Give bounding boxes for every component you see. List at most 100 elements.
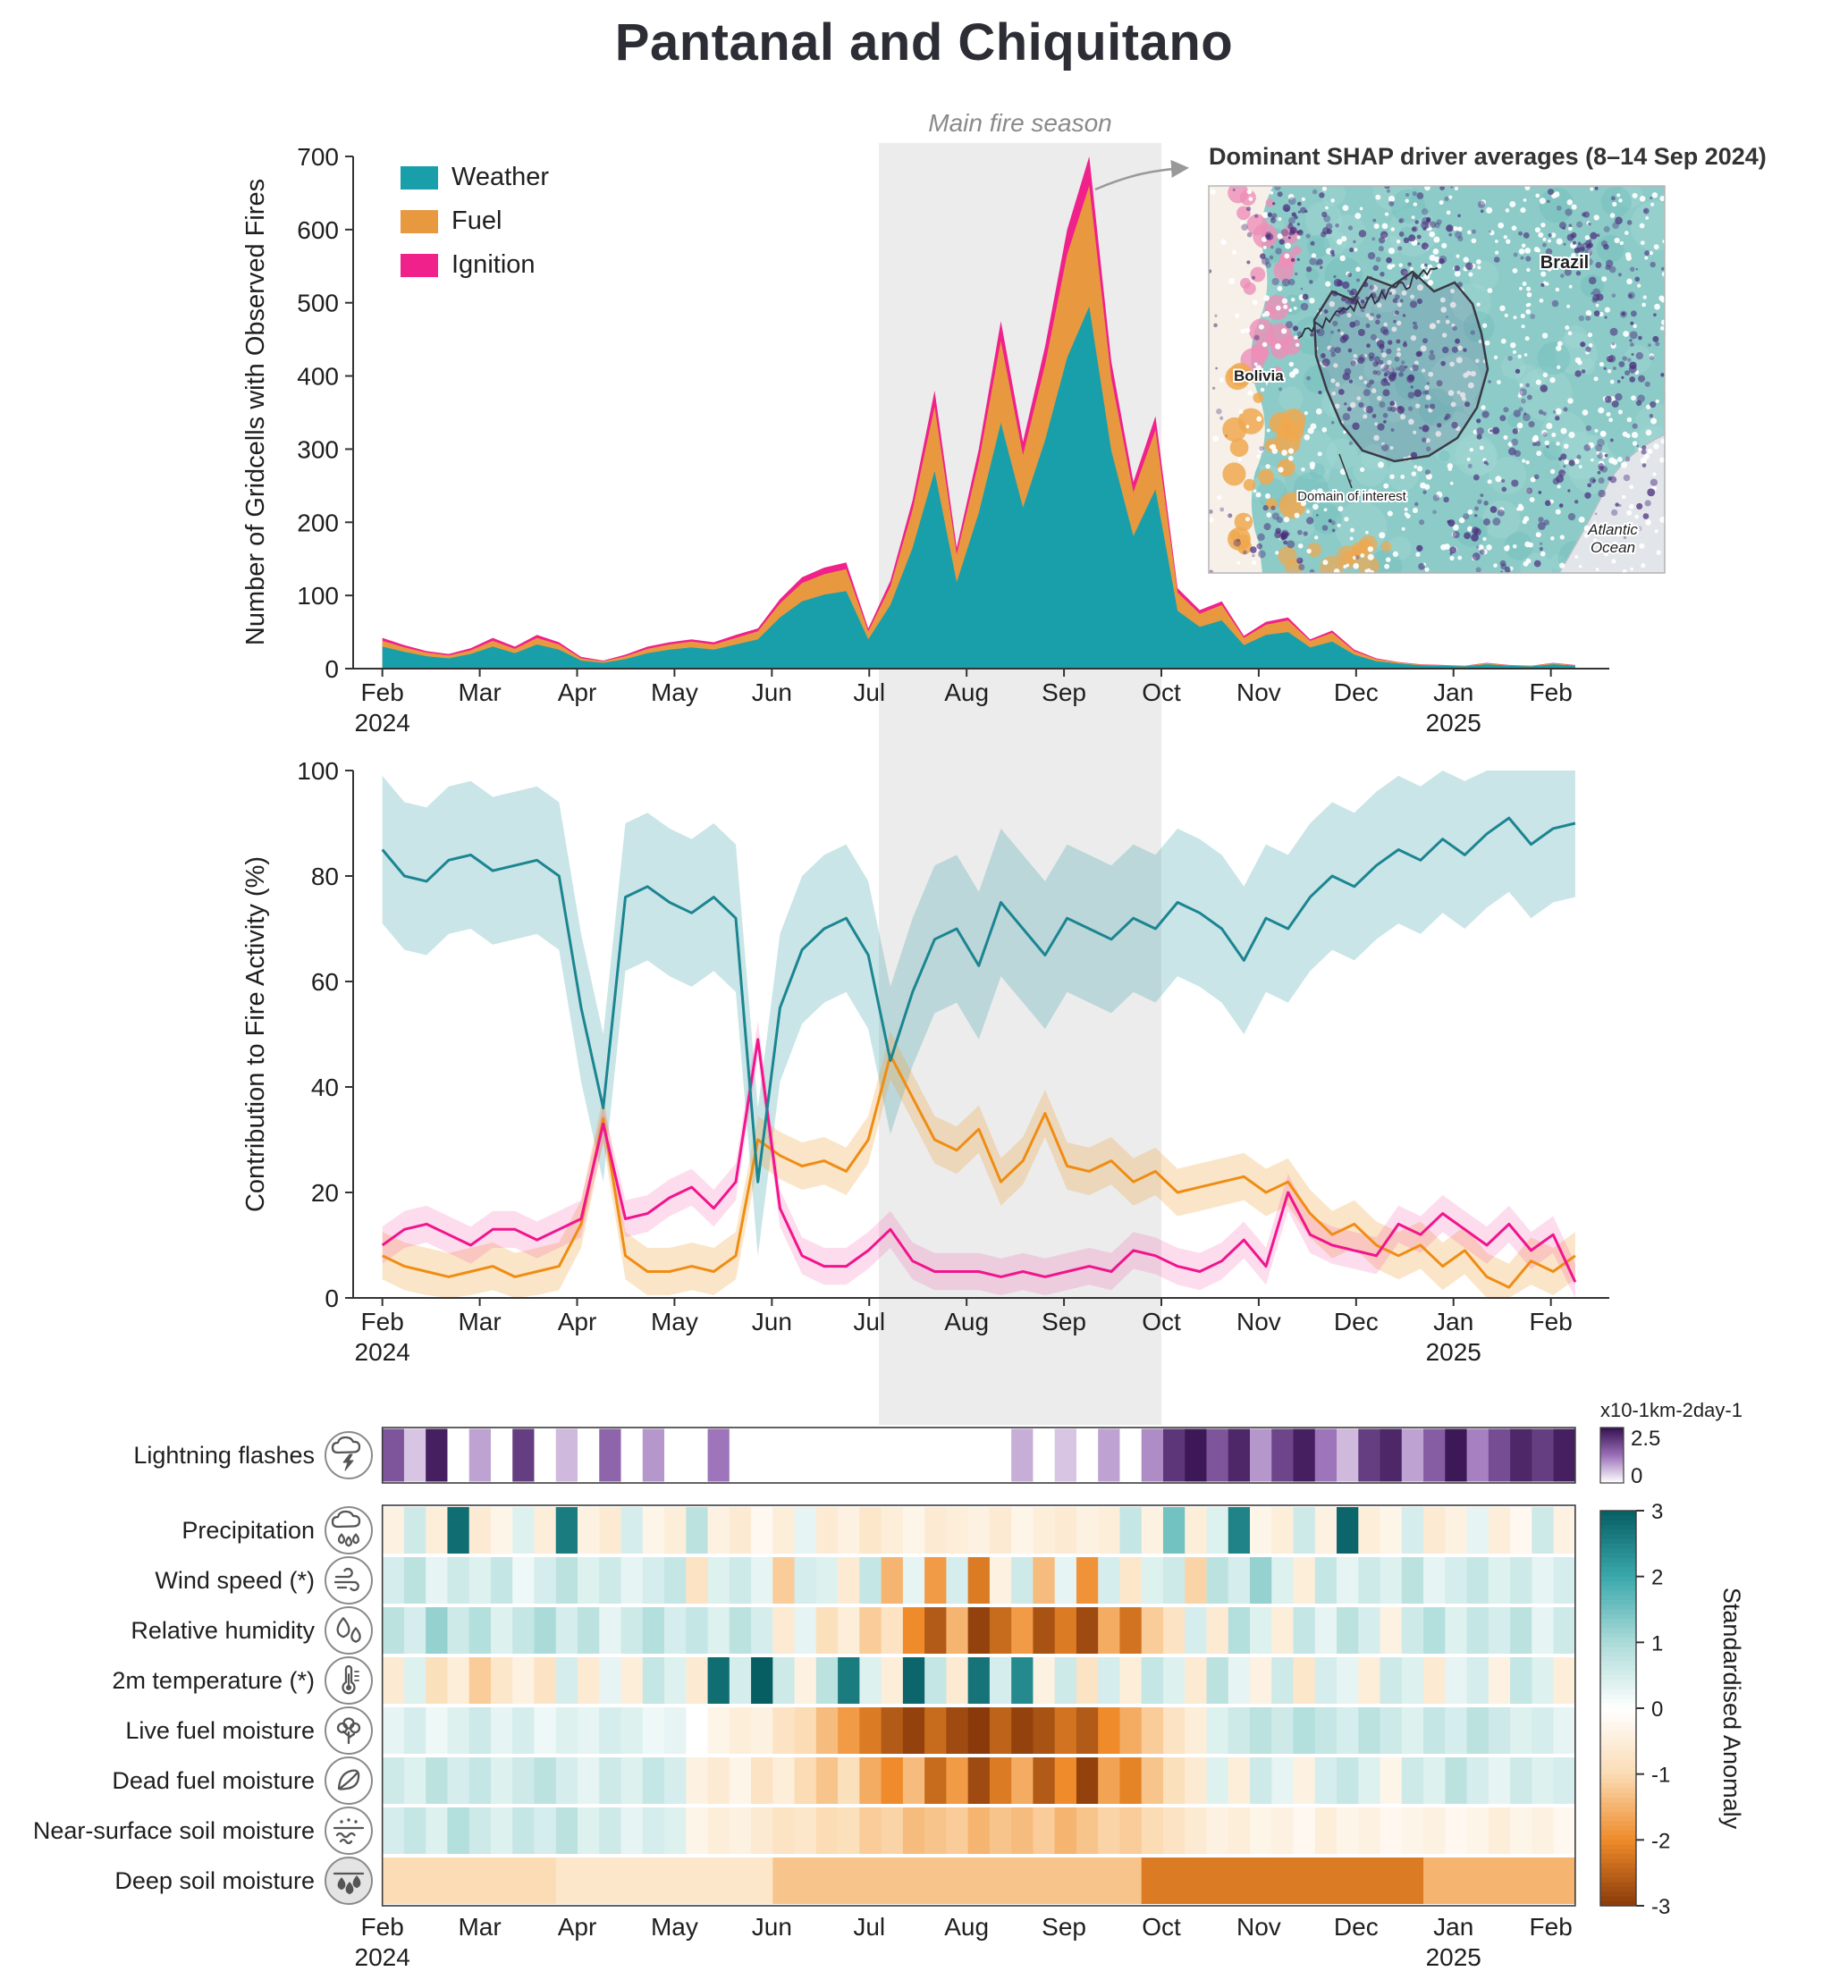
heatmap-cell (1119, 1807, 1143, 1854)
heatmap-cell (534, 1428, 557, 1482)
heatmap-cell (642, 1607, 665, 1654)
heatmap-cell (1033, 1857, 1056, 1904)
heatmap-cell (751, 1557, 773, 1604)
heatmap-cell (1162, 1657, 1186, 1704)
heatmap-cell (1206, 1807, 1229, 1854)
heatmap-row-label: Precipitation (181, 1517, 315, 1544)
inset-map-terrain (1209, 186, 1665, 573)
svg-text:Apr: Apr (558, 1913, 597, 1941)
heatmap-cell (924, 1807, 947, 1854)
heatmap-cell (447, 1657, 470, 1704)
heatmap-cell (1488, 1557, 1511, 1604)
heatmap-cell (555, 1507, 578, 1554)
heatmap-cell (664, 1857, 687, 1904)
heatmap-cell (1228, 1607, 1251, 1654)
heatmap-cell (751, 1757, 773, 1804)
heatmap-cell (815, 1807, 839, 1854)
heatmap-cell (772, 1557, 795, 1604)
svg-text:0: 0 (325, 1285, 339, 1312)
heatmap-cell (382, 1507, 405, 1554)
colorbars: x10-1km-2day-12.503210-1-2-3Standardised… (1599, 1399, 1745, 1919)
heatmap-cell (1358, 1707, 1380, 1754)
heatmap-cell (1206, 1557, 1229, 1604)
heatmap-cell (664, 1807, 687, 1854)
heatmap-cell (1228, 1657, 1251, 1704)
legend-item-weather: Weather (401, 163, 549, 192)
heatmap-cell (967, 1428, 991, 1482)
heatmap-cell (1488, 1857, 1511, 1904)
heatmap-cell (490, 1507, 513, 1554)
heatmap-cell (1488, 1507, 1511, 1554)
heatmap-cell (1532, 1557, 1555, 1604)
heatmap-cell (664, 1707, 687, 1754)
heatmap-cell (490, 1857, 513, 1904)
heatmap-cell (1314, 1557, 1337, 1604)
svg-text:100: 100 (297, 757, 339, 785)
wind-icon (325, 1556, 373, 1605)
heatmap-cell (881, 1428, 904, 1482)
svg-text:Jun: Jun (752, 1308, 792, 1335)
heatmap-cell (794, 1607, 817, 1654)
heatmap-cell (1401, 1807, 1424, 1854)
heatmap-cell (707, 1857, 730, 1904)
heatmap-cell (403, 1507, 426, 1554)
heatmap-cell (707, 1607, 730, 1654)
heatmap-cell (1098, 1507, 1120, 1554)
heatmap-cell (1162, 1507, 1186, 1554)
heatmap-cell (1033, 1807, 1056, 1854)
heatmap-cell (534, 1857, 557, 1904)
heatmap-cell (838, 1428, 860, 1482)
thermometer-icon (325, 1656, 373, 1705)
heatmap-cell (1358, 1557, 1380, 1604)
heatmap-cell (1358, 1657, 1380, 1704)
weather-uncertainty-band (382, 771, 1575, 1256)
heatmap-cell (1510, 1757, 1532, 1804)
svg-text:600: 600 (297, 216, 339, 244)
heatmap-cell (729, 1857, 752, 1904)
heatmap-cell (490, 1607, 513, 1654)
heatmap-cell (1185, 1657, 1207, 1704)
svg-text:Jul: Jul (853, 1308, 885, 1335)
heatmap-cell (1445, 1707, 1467, 1754)
heatmap-cell (620, 1607, 644, 1654)
heatmap-cell (859, 1428, 882, 1482)
heatmap-cell (859, 1607, 882, 1654)
heatmap-cell (1185, 1607, 1207, 1654)
heatmap-cell (1445, 1657, 1467, 1704)
svg-text:Mar: Mar (458, 1308, 501, 1335)
svg-text:100: 100 (297, 582, 339, 610)
heatmap-cell (1314, 1707, 1337, 1754)
svg-text:Apr: Apr (558, 678, 597, 706)
svg-text:Jan: Jan (1433, 1308, 1473, 1335)
heatmap-cell (642, 1857, 665, 1904)
heatmap-cell (382, 1857, 405, 1904)
heatmap-cell (859, 1507, 882, 1554)
heatmap-cell (1358, 1757, 1380, 1804)
svg-text:Oct: Oct (1142, 1913, 1181, 1941)
heatmap-cell (1206, 1507, 1229, 1554)
fire-season-band (879, 143, 1161, 1425)
heatmap-cell (924, 1428, 947, 1482)
heatmap-cell (664, 1557, 687, 1604)
heatmap-cell (1228, 1857, 1251, 1904)
heatmap-cell (1445, 1557, 1467, 1604)
heatmap-cell (1098, 1857, 1120, 1904)
heatmap-cell (902, 1428, 925, 1482)
ignition-swatch (401, 253, 438, 277)
bolivia-label: Bolivia (1234, 367, 1284, 384)
heatmap-cell (707, 1757, 730, 1804)
heatmap-cell (426, 1757, 448, 1804)
heatmap-cell (599, 1428, 621, 1482)
heatmap-cell (426, 1807, 448, 1854)
svg-text:Jun: Jun (752, 1913, 792, 1941)
heatmap-cell (1423, 1507, 1446, 1554)
heatmap-cell (382, 1807, 405, 1854)
heatmap-cell (468, 1657, 492, 1704)
heatmap-cell (620, 1657, 644, 1704)
heatmap-cell (1250, 1857, 1272, 1904)
heatmap-cell (729, 1428, 752, 1482)
heatmap-cell (1054, 1757, 1077, 1804)
heatmap-cell (1532, 1428, 1555, 1482)
heatmap-cell (1271, 1607, 1294, 1654)
